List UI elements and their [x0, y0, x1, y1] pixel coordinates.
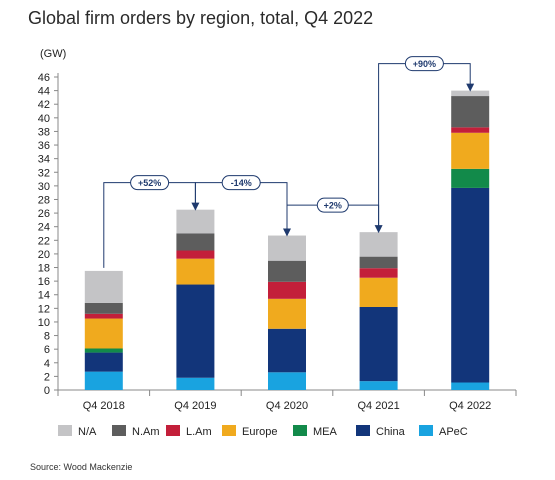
bar-segment-n-am [176, 233, 215, 251]
bar-segment-europe [176, 258, 215, 285]
legend-label: APeC [439, 426, 468, 438]
legend-label: L.Am [186, 426, 212, 438]
bar-segment-apec [176, 377, 215, 390]
bar-segment-l-am [176, 250, 215, 259]
y-tick-label: 46 [38, 72, 50, 84]
growth-label-pill [221, 175, 261, 191]
y-tick-label: 10 [38, 317, 50, 329]
legend-swatch [293, 425, 307, 436]
bar-segment-l-am [359, 268, 398, 278]
legend-swatch [356, 425, 370, 436]
bar-segment-n-am [359, 256, 398, 269]
x-category-label: Q4 2020 [266, 400, 308, 412]
bar-segment-china [176, 284, 215, 378]
bar-segment-l-am [84, 313, 123, 319]
bar-segment-apec [268, 372, 306, 390]
legend-label: N/A [78, 426, 97, 438]
y-tick-label: 44 [38, 86, 50, 98]
y-tick-label: 20 [38, 249, 50, 261]
growth-label-pill [404, 56, 444, 72]
growth-label: +52% [138, 178, 161, 188]
y-tick-label: 2 [44, 371, 50, 383]
bar-segment-l-am [268, 281, 306, 299]
bar-segment-china [451, 187, 490, 383]
x-category-label: Q4 2022 [449, 400, 491, 412]
x-category-label: Q4 2021 [357, 400, 399, 412]
chart-title: Global firm orders by region, total, Q4 … [28, 8, 374, 28]
y-tick-label: 28 [38, 194, 50, 206]
y-tick-label: 18 [38, 263, 50, 275]
y-tick-label: 36 [38, 140, 50, 152]
bar-segment-china [84, 352, 123, 372]
bar-segment-europe [268, 298, 306, 329]
bar-segment-n-a [176, 209, 215, 234]
bar-segment-europe [451, 132, 490, 169]
bar-segment-europe [84, 318, 123, 349]
y-tick-label: 22 [38, 235, 50, 247]
y-tick-label: 16 [38, 276, 50, 288]
legend-swatch [166, 425, 180, 436]
y-tick-label: 14 [38, 290, 50, 302]
growth-label: +2% [324, 201, 342, 211]
bar-segment-n-a [84, 270, 123, 303]
y-tick-label: 34 [38, 154, 50, 166]
legend-swatch [58, 425, 72, 436]
growth-label-pill [316, 197, 349, 213]
y-tick-label: 42 [38, 99, 50, 111]
source-note: Source: Wood Mackenzie [30, 462, 133, 472]
bar-segment-l-am [451, 127, 490, 133]
bar-segment-mea [451, 168, 490, 188]
bar-segment-n-a [359, 232, 398, 257]
y-tick-label: 0 [44, 385, 50, 397]
bar-segment-apec [84, 371, 123, 390]
growth-label: -14% [231, 178, 252, 188]
bar-segment-china [268, 328, 306, 373]
bar-segment-apec [359, 381, 398, 390]
legend-label: N.Am [132, 426, 160, 438]
bar-segment-europe [359, 277, 398, 307]
x-category-label: Q4 2019 [174, 400, 216, 412]
legend-label: MEA [313, 426, 338, 438]
bar-segment-n-a [451, 90, 490, 97]
bar-segment-n-a [268, 235, 306, 261]
y-tick-label: 8 [44, 331, 50, 343]
x-category-label: Q4 2018 [83, 400, 125, 412]
y-axis-unit-label: (GW) [40, 48, 67, 60]
y-tick-label: 38 [38, 126, 50, 138]
legend-swatch [112, 425, 126, 436]
y-tick-label: 30 [38, 181, 50, 193]
legend-swatch [222, 425, 236, 436]
growth-label-pill [130, 175, 170, 191]
legend-label: China [376, 426, 406, 438]
bar-segment-n-am [451, 96, 490, 128]
y-tick-label: 32 [38, 167, 50, 179]
growth-label: +90% [413, 59, 436, 69]
bar-segment-n-am [268, 260, 306, 282]
bar-segment-mea [84, 348, 123, 353]
legend-swatch [419, 425, 433, 436]
y-tick-label: 24 [38, 222, 50, 234]
y-tick-label: 12 [38, 303, 50, 315]
bar-segment-china [359, 306, 398, 382]
y-tick-label: 26 [38, 208, 50, 220]
y-tick-label: 4 [44, 358, 50, 370]
y-tick-label: 6 [44, 344, 50, 356]
y-tick-label: 40 [38, 113, 50, 125]
bar-segment-apec [451, 382, 490, 390]
legend-label: Europe [242, 426, 277, 438]
bar-segment-n-am [84, 302, 123, 314]
